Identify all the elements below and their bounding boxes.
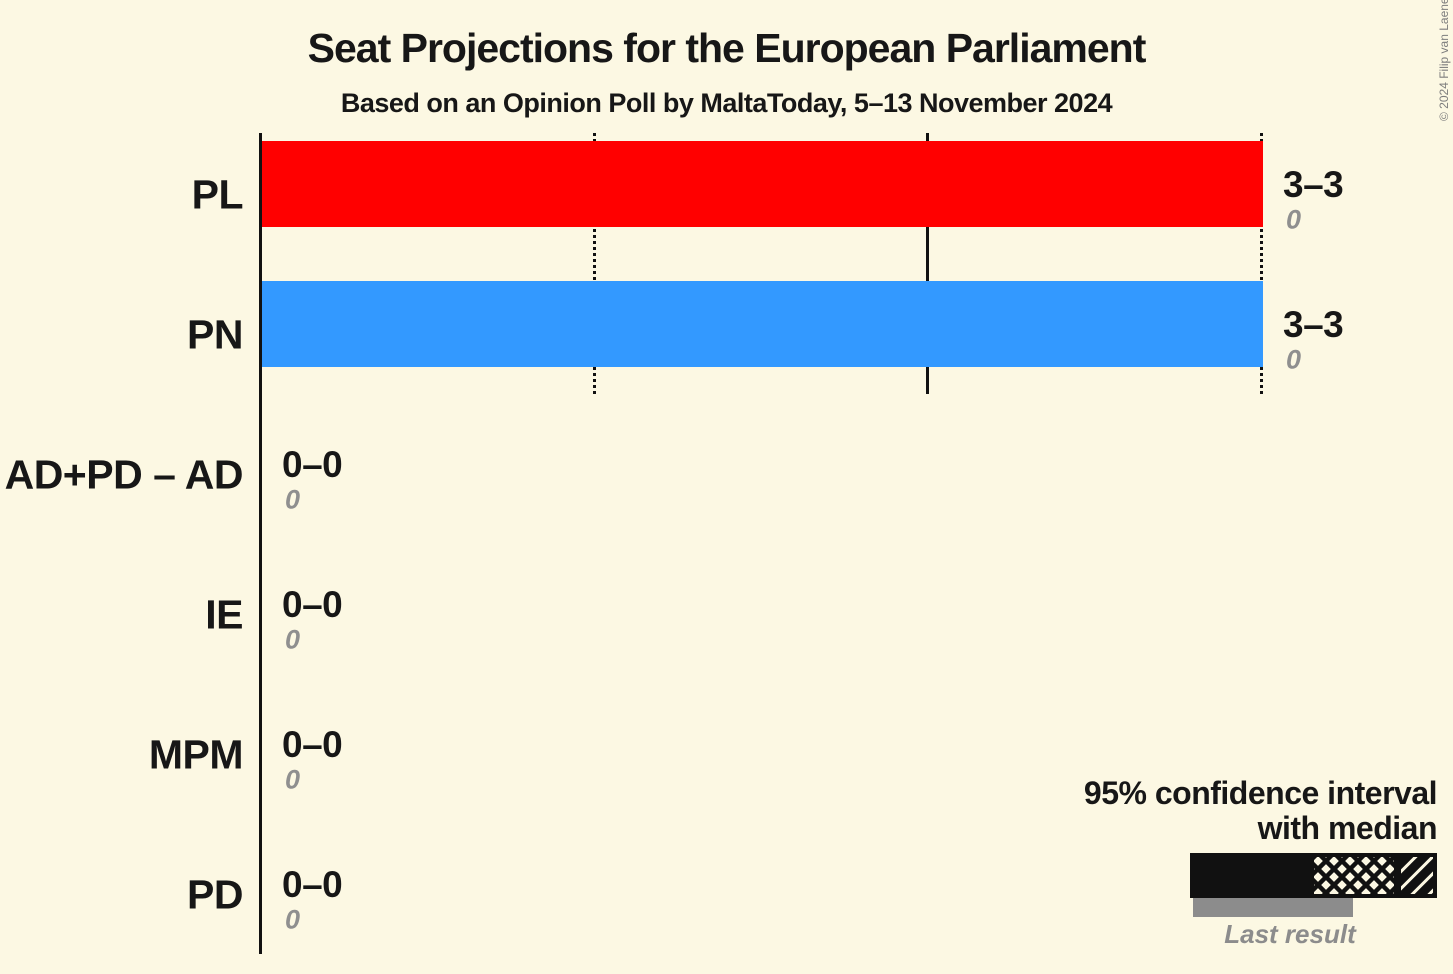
y-axis-line	[259, 133, 262, 954]
legend-confidence-interval-sample	[1190, 853, 1437, 898]
chart-row-adpd-ad: AD+PD – AD 0–0 0	[0, 394, 1453, 534]
gridline-3-dotted	[1260, 133, 1263, 394]
chart-title: Seat Projections for the European Parlia…	[307, 25, 1147, 71]
chart-row-pn: PN 3–3 0	[0, 254, 1453, 394]
party-label-pl: PL	[191, 171, 244, 218]
legend-diagonal-segment	[1401, 853, 1437, 898]
ci-range-label-pd: 0–0	[282, 864, 343, 905]
legend-last-result-label: Last result	[1224, 919, 1356, 949]
gridline-1-dotted	[592, 133, 596, 394]
last-result-value-pn: 0	[1286, 344, 1302, 375]
chart-row-pd: PD 0–0 0	[0, 814, 1453, 954]
chart-row-pl: PL 3–3 0	[0, 114, 1453, 254]
chart-subtitle: Based on an Opinion Poll by MaltaToday, …	[340, 88, 1113, 118]
last-result-value-adpd-ad: 0	[285, 484, 301, 515]
last-result-value-pl: 0	[1286, 204, 1302, 235]
party-label-pd: PD	[187, 871, 243, 918]
bar-pn	[262, 281, 1263, 367]
bar-pl	[262, 141, 1263, 227]
legend-title-line1: 95% confidence interval	[1083, 775, 1438, 811]
ci-range-label-pn: 3–3	[1283, 304, 1344, 345]
last-result-value-mpm: 0	[285, 764, 301, 795]
party-label-mpm: MPM	[148, 731, 244, 778]
last-result-value-pd: 0	[285, 904, 301, 935]
legend-last-result-sample	[1193, 898, 1353, 917]
last-result-value-ie: 0	[285, 624, 301, 655]
ci-range-label-pl: 3–3	[1283, 164, 1344, 205]
chart-row-mpm: MPM 0–0 0	[0, 674, 1453, 814]
party-label-pn: PN	[187, 311, 243, 358]
gridlines	[0, 133, 1453, 394]
legend-bar-border	[1190, 853, 1437, 898]
chart-row-ie: IE 0–0 0	[0, 534, 1453, 674]
gridline-2-solid	[926, 133, 930, 394]
legend-segment-divider	[1394, 853, 1401, 898]
party-label-ie: IE	[205, 591, 243, 638]
legend-title-line2: with median	[1257, 810, 1438, 846]
legend-crosshatch-segment	[1314, 853, 1394, 898]
ci-range-label-mpm: 0–0	[282, 724, 343, 765]
ci-range-label-adpd-ad: 0–0	[282, 444, 343, 485]
legend-solid-segment	[1190, 853, 1314, 898]
copyright-notice: © 2024 Filip van Laenen	[1437, 0, 1451, 121]
legend-title: 95% confidence interval with median	[1083, 775, 1438, 846]
ci-range-label-ie: 0–0	[282, 584, 343, 625]
party-label-adpd-ad: AD+PD – AD	[4, 451, 244, 498]
